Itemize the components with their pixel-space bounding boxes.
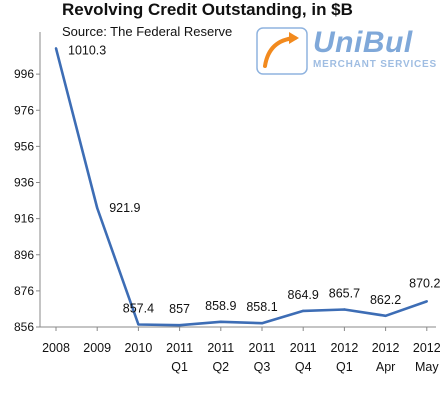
x-tick-label: 2012 <box>372 341 400 355</box>
chart-title: Revolving Credit Outstanding, in $B <box>62 0 353 19</box>
x-tick-sublabel: Q1 <box>336 360 353 374</box>
data-label: 858.9 <box>205 299 236 313</box>
x-tick-label: 2011 <box>166 341 193 355</box>
data-point <box>343 308 346 311</box>
x-tick-label: 2010 <box>124 341 152 355</box>
y-tick-label: 936 <box>14 176 34 190</box>
y-tick-label: 976 <box>14 103 34 117</box>
data-point <box>425 300 428 303</box>
data-point <box>260 322 264 325</box>
data-label: 1010.3 <box>68 43 106 57</box>
data-label: 865.7 <box>329 286 360 300</box>
x-tick-sublabel: May <box>415 360 439 374</box>
data-label: 857 <box>169 302 190 316</box>
y-tick-label: 916 <box>14 212 34 226</box>
x-tick-sublabel: Q1 <box>171 360 188 374</box>
x-tick-sublabel: Q2 <box>212 360 229 374</box>
x-tick-sublabel: Q3 <box>254 360 271 374</box>
data-label: 858.1 <box>246 300 277 314</box>
x-tick-sublabel: Apr <box>376 360 395 374</box>
y-tick-label: 956 <box>14 139 34 153</box>
data-label: 870.2 <box>409 276 440 290</box>
data-point <box>219 320 222 323</box>
logo-swoosh-icon <box>256 27 308 75</box>
x-tick-label: 2012 <box>330 341 358 355</box>
data-point <box>137 323 140 326</box>
x-tick-label: 2011 <box>249 341 276 355</box>
data-point <box>302 309 305 313</box>
data-point <box>96 206 99 210</box>
data-point <box>384 314 387 318</box>
data-label: 862.2 <box>370 293 401 307</box>
data-label: 864.9 <box>288 288 319 302</box>
chart-subtitle: Source: The Federal Reserve <box>62 24 233 39</box>
series-line <box>54 47 428 327</box>
y-tick-label: 876 <box>14 284 34 298</box>
x-tick-sublabel: Q4 <box>295 360 312 374</box>
x-tick-label: 2009 <box>83 341 111 355</box>
x-tick-label: 2011 <box>207 341 234 355</box>
unibul-logo: UniBul MERCHANT SERVICES <box>255 26 436 76</box>
y-tick-label: 996 <box>14 67 34 81</box>
data-label: 857.4 <box>123 301 154 315</box>
y-tick-label: 896 <box>14 248 34 262</box>
x-tick-label: 2011 <box>290 341 317 355</box>
logo-name: UniBul <box>313 26 413 59</box>
x-tick-label: 2008 <box>42 341 70 355</box>
logo-tagline: MERCHANT SERVICES <box>313 59 437 70</box>
x-tick-label: 2012 <box>413 341 440 355</box>
y-tick-label: 856 <box>14 320 34 334</box>
data-label: 921.9 <box>109 201 140 215</box>
data-point <box>178 323 181 327</box>
data-point <box>54 47 58 50</box>
